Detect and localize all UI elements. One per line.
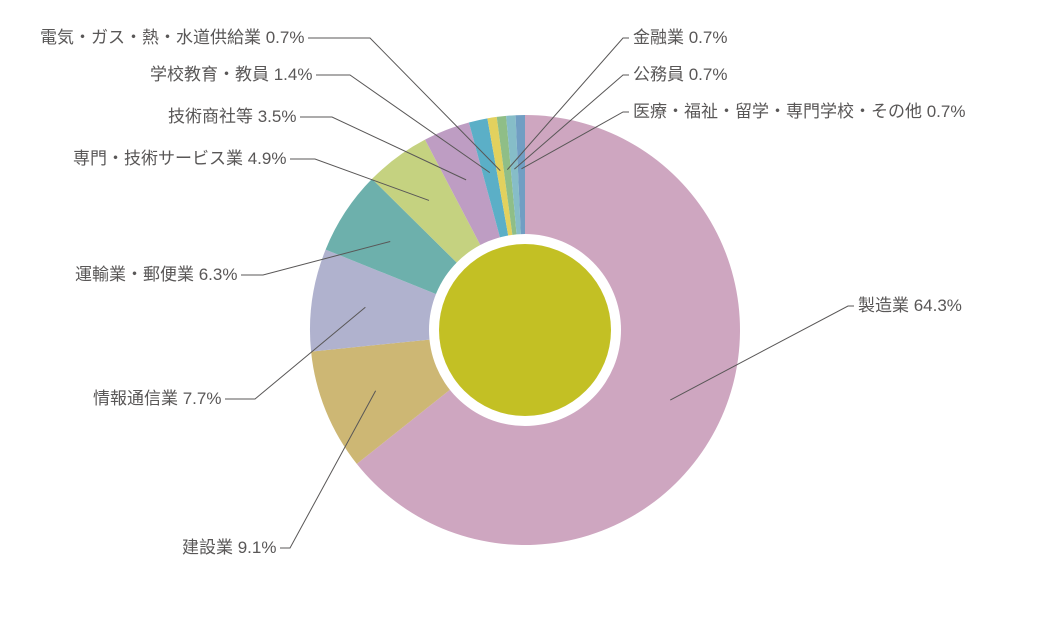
chart-stage: 製造業 64.3% 建設業 9.1% 情報通信業 7.7% 運輸業・郵便業 6.3% 専… [0,0,1050,634]
slice-label: 専門・技術サービス業 4.9% [73,150,286,167]
slice-label: 学校教育・教員 1.4% [150,66,312,83]
slice-label: 公務員 0.7% [633,66,727,83]
slice-label: 製造業 64.3% [858,297,962,314]
slice-label: 電気・ガス・熱・水道供給業 0.7% [40,29,304,46]
pie-chart-svg [0,0,1050,634]
slice-label: 建設業 9.1% [182,539,276,556]
slice-label: 医療・福祉・留学・専門学校・その他 0.7% [633,103,965,120]
slice-label: 情報通信業 7.7% [93,390,221,407]
slice-label: 運輸業・郵便業 6.3% [75,266,237,283]
slice-label: 金融業 0.7% [633,29,727,46]
slice-label: 技術商社等 3.5% [168,108,296,125]
donut-hub [439,244,611,416]
